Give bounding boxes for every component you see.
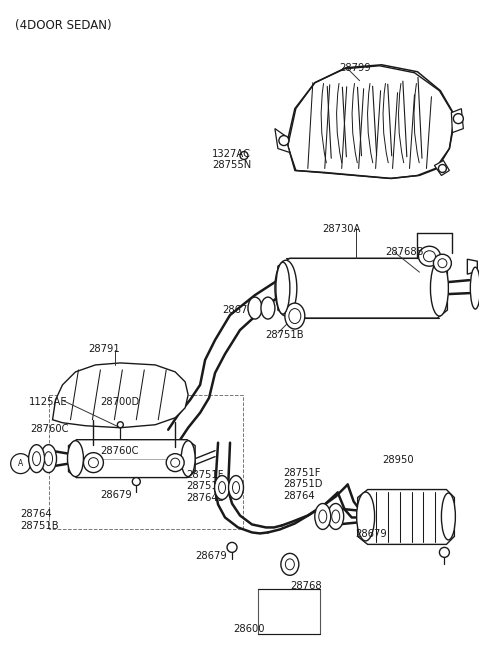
- Circle shape: [439, 547, 449, 557]
- Ellipse shape: [438, 259, 447, 268]
- Text: 28950: 28950: [383, 455, 414, 465]
- Polygon shape: [52, 363, 188, 427]
- Ellipse shape: [29, 445, 45, 472]
- Text: 28791: 28791: [88, 344, 120, 354]
- Ellipse shape: [442, 493, 456, 540]
- Polygon shape: [288, 66, 455, 179]
- Text: 28751B: 28751B: [265, 330, 303, 340]
- Text: 28679: 28679: [356, 529, 387, 539]
- Text: 28799: 28799: [340, 63, 372, 73]
- Text: 28679: 28679: [195, 551, 227, 561]
- Ellipse shape: [281, 553, 299, 575]
- Text: 28730A: 28730A: [322, 224, 360, 234]
- Text: (4DOOR SEDAN): (4DOOR SEDAN): [15, 19, 111, 32]
- Ellipse shape: [166, 454, 184, 472]
- Text: 28679: 28679: [100, 490, 132, 500]
- Ellipse shape: [248, 297, 262, 319]
- Ellipse shape: [275, 260, 297, 316]
- Ellipse shape: [276, 262, 290, 314]
- Ellipse shape: [261, 297, 275, 319]
- Ellipse shape: [289, 308, 301, 324]
- Text: 28700D: 28700D: [100, 397, 140, 407]
- Ellipse shape: [171, 458, 180, 467]
- Ellipse shape: [215, 476, 229, 500]
- Text: 28751F
28751D
28764: 28751F 28751D 28764: [283, 468, 323, 501]
- Ellipse shape: [423, 251, 435, 262]
- Text: 28751F
28751D
28764B: 28751F 28751D 28764B: [186, 470, 226, 503]
- Ellipse shape: [315, 504, 331, 529]
- Polygon shape: [434, 161, 449, 175]
- Text: 28768B: 28768B: [385, 248, 424, 258]
- Circle shape: [438, 165, 446, 173]
- Polygon shape: [278, 258, 447, 318]
- Polygon shape: [358, 490, 455, 545]
- Ellipse shape: [419, 246, 441, 266]
- Text: 28600: 28600: [233, 624, 265, 634]
- Ellipse shape: [328, 504, 344, 529]
- Polygon shape: [451, 108, 463, 132]
- Text: 28760C: 28760C: [31, 423, 69, 434]
- Ellipse shape: [33, 452, 41, 466]
- Ellipse shape: [181, 441, 195, 476]
- Ellipse shape: [88, 458, 98, 468]
- Ellipse shape: [41, 445, 57, 472]
- Ellipse shape: [319, 510, 327, 523]
- Text: 28768: 28768: [290, 581, 322, 591]
- Circle shape: [132, 478, 140, 486]
- Ellipse shape: [431, 260, 448, 316]
- Ellipse shape: [45, 452, 52, 466]
- Circle shape: [279, 136, 289, 146]
- Ellipse shape: [218, 482, 226, 494]
- Bar: [48, 395, 243, 529]
- Ellipse shape: [433, 254, 451, 272]
- Circle shape: [11, 454, 31, 474]
- Ellipse shape: [228, 476, 243, 500]
- Ellipse shape: [357, 492, 374, 541]
- Circle shape: [227, 543, 237, 553]
- Ellipse shape: [68, 441, 84, 476]
- Text: 1125AE: 1125AE: [29, 397, 67, 407]
- Circle shape: [454, 114, 463, 124]
- Text: A: A: [18, 459, 23, 468]
- Polygon shape: [258, 589, 320, 634]
- Ellipse shape: [84, 453, 103, 472]
- Text: 28764
28751B: 28764 28751B: [21, 510, 59, 531]
- Ellipse shape: [285, 303, 305, 329]
- Ellipse shape: [332, 510, 340, 523]
- Circle shape: [117, 421, 123, 427]
- Ellipse shape: [232, 482, 240, 494]
- Ellipse shape: [286, 559, 294, 570]
- Text: 28760C: 28760C: [100, 446, 139, 456]
- Polygon shape: [468, 259, 477, 274]
- Circle shape: [240, 152, 248, 159]
- Polygon shape: [69, 440, 195, 478]
- Text: 28679C: 28679C: [222, 305, 261, 315]
- Ellipse shape: [470, 267, 480, 309]
- Polygon shape: [275, 128, 290, 153]
- Text: 1327AC
28755N: 1327AC 28755N: [212, 149, 252, 170]
